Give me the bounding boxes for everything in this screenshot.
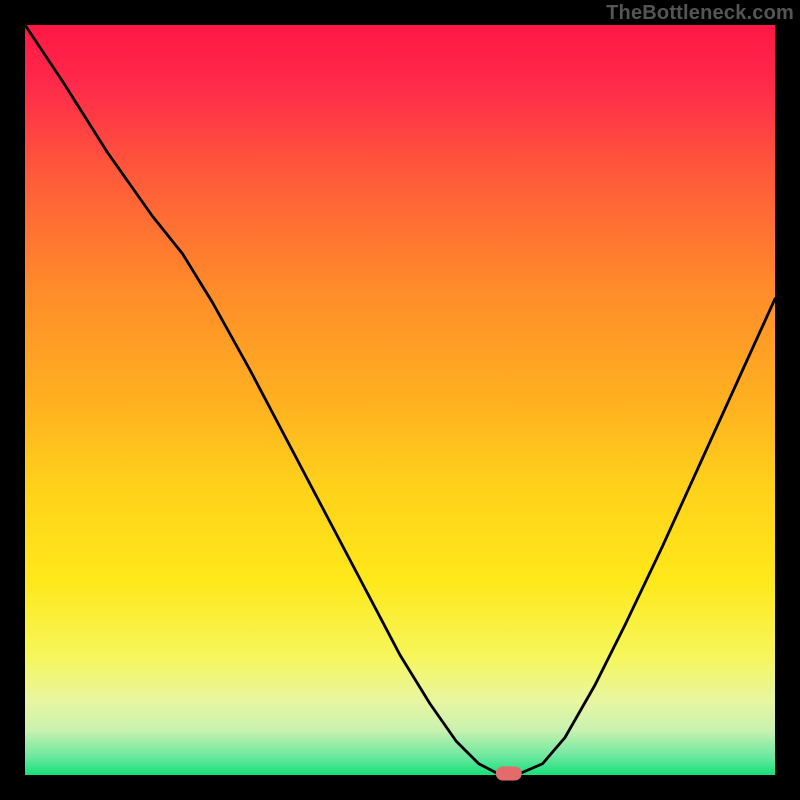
chart-container: TheBottleneck.com bbox=[0, 0, 800, 800]
watermark-label: TheBottleneck.com bbox=[606, 2, 794, 25]
bottleneck-chart bbox=[0, 0, 800, 800]
plot-area bbox=[25, 25, 775, 775]
optimal-marker bbox=[496, 767, 522, 781]
